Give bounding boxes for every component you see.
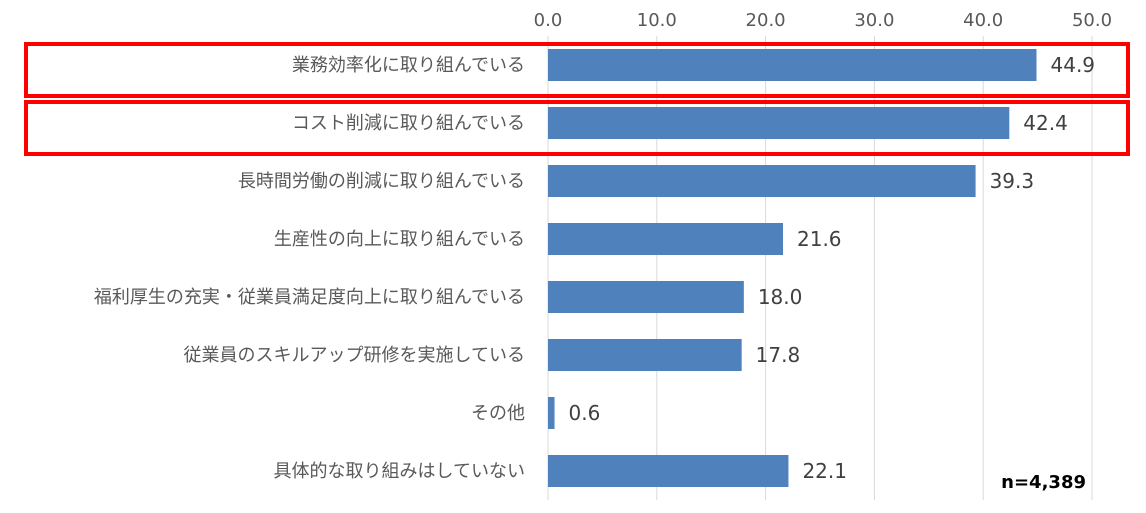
highlight-box [24, 100, 1130, 156]
value-labels: 44.9 42.4 39.3 21.6 18.0 17.8 0.6 22.1 [569, 53, 1096, 483]
x-tick-label: 40.0 [963, 10, 1003, 31]
category-label: 業務効率化に取り組んでいる [292, 55, 525, 76]
category-label: 福利厚生の充実・従業員満足度向上に取り組んでいる [94, 287, 525, 308]
bar [548, 339, 742, 371]
value-label: 18.0 [758, 285, 803, 309]
bar [548, 165, 976, 197]
highlight-boxes [24, 42, 1130, 156]
value-label: 39.3 [990, 169, 1035, 193]
bar [548, 49, 1037, 81]
x-tick-label: 20.0 [746, 10, 786, 31]
value-label: 42.4 [1023, 111, 1068, 135]
bar [548, 223, 784, 255]
value-label: 22.1 [802, 459, 847, 483]
bar [548, 397, 555, 429]
value-label: 44.9 [1051, 53, 1096, 77]
x-tick-label: 50.0 [1072, 10, 1112, 31]
x-tick-label: 30.0 [854, 10, 894, 31]
category-label: 長時間労働の削減に取り組んでいる [238, 171, 525, 192]
value-label: 21.6 [797, 227, 842, 251]
gridlines [547, 36, 1093, 500]
value-label: 17.8 [756, 343, 801, 367]
category-label: コスト削減に取り組んでいる [292, 113, 525, 134]
value-label: 0.6 [569, 401, 601, 425]
highlight-box [24, 42, 1130, 98]
category-labels: 業務効率化に取り組んでいるコスト削減に取り組んでいる長時間労働の削減に取り組んで… [94, 55, 525, 482]
x-tick-label: 10.0 [637, 10, 677, 31]
category-label: 具体的な取り組みはしていない [274, 461, 525, 482]
sample-size-note: n=4,389 [1001, 472, 1086, 493]
category-label: 生産性の向上に取り組んでいる [274, 229, 525, 250]
category-label: 従業員のスキルアップ研修を実施している [184, 345, 525, 366]
bar [548, 107, 1010, 139]
bar [548, 281, 744, 313]
x-axis-ticks: 0.0 10.0 20.0 30.0 40.0 50.0 [534, 10, 1112, 31]
bars [548, 49, 1037, 487]
bar [548, 455, 789, 487]
x-tick-label: 0.0 [534, 10, 563, 31]
category-label: その他 [471, 403, 525, 424]
